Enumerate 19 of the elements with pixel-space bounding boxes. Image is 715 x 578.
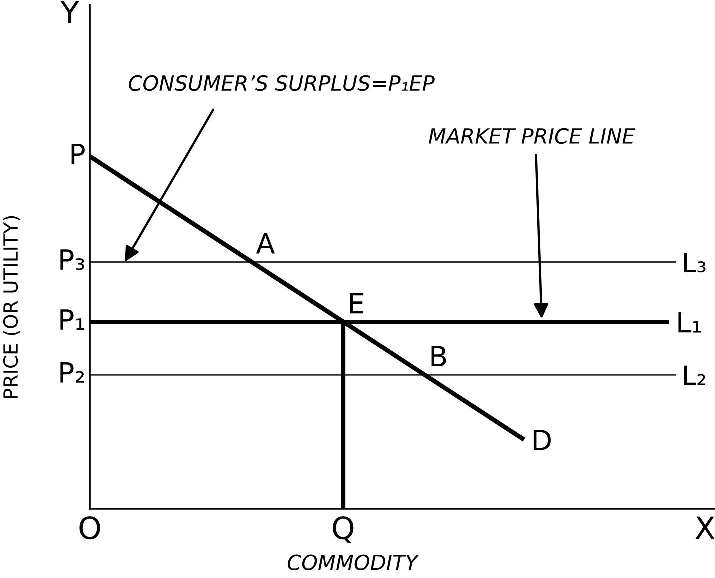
text: Y xyxy=(60,1,80,24)
ref-line-label: L₂ xyxy=(684,366,706,386)
series-label: L₁ xyxy=(678,312,702,333)
annotation: A xyxy=(256,233,275,254)
annotation: P₂ xyxy=(60,362,84,383)
annotation: P xyxy=(72,144,85,164)
x-axis-title: COMMODITY xyxy=(288,554,420,570)
series-label: D xyxy=(534,430,551,450)
annotation: P₁ xyxy=(60,310,84,330)
y-axis-title: PRICE (OR UTILITY) xyxy=(3,216,20,398)
x-tick-label: X xyxy=(696,516,715,540)
annotation: B xyxy=(432,346,446,366)
x-tick-label: O xyxy=(80,516,100,540)
text: CONSUMER’S SURPLUS=P₁EP xyxy=(129,75,435,92)
text: MARKET PRICE LINE xyxy=(428,128,636,144)
x-tick-label: Q xyxy=(333,516,354,544)
ref-line-label: L₃ xyxy=(684,253,706,273)
annotation: E xyxy=(350,293,364,314)
annotation: P₃ xyxy=(60,250,84,270)
